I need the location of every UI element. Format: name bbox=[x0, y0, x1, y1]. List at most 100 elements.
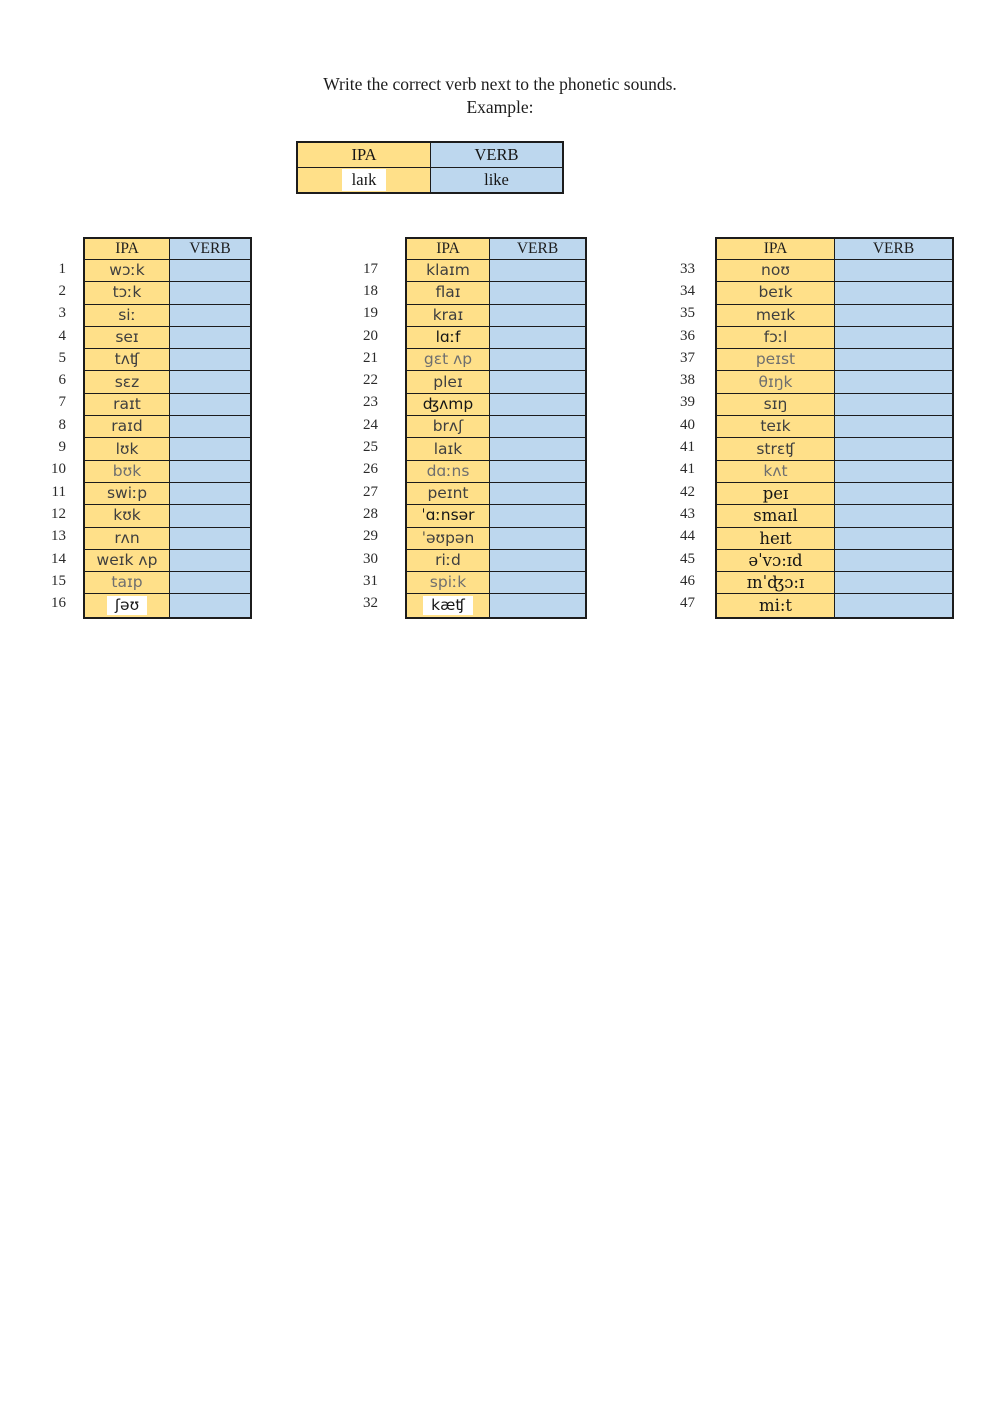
table-row: wɔːk bbox=[85, 260, 250, 283]
ipa-cell: strɛʧ bbox=[717, 438, 835, 461]
verb-cell[interactable] bbox=[490, 505, 585, 528]
ipa-text: riːd bbox=[435, 551, 461, 569]
row-number: 40 bbox=[680, 416, 695, 433]
table-row: raɪd bbox=[85, 416, 250, 439]
verb-cell[interactable] bbox=[170, 371, 250, 394]
verb-cell[interactable] bbox=[835, 304, 952, 327]
table-row: ˈɑːnsər bbox=[407, 505, 585, 528]
table-header-row: IPA VERB bbox=[717, 239, 952, 260]
verb-cell[interactable] bbox=[490, 527, 585, 550]
ipa-cell: kʊk bbox=[85, 505, 170, 528]
table-grid: IPA VERB wɔːk tɔːk siː seɪ tʌʧ bbox=[83, 237, 252, 619]
row-number: 28 bbox=[363, 505, 378, 522]
verb-cell[interactable] bbox=[490, 326, 585, 350]
example-verb-cell: like bbox=[431, 168, 562, 192]
verb-cell[interactable] bbox=[490, 304, 585, 327]
ipa-text: kæʧ bbox=[423, 596, 473, 616]
verb-cell[interactable] bbox=[170, 304, 250, 327]
verb-cell[interactable] bbox=[835, 349, 952, 372]
row-number-column: 33 34 35 36 37 38 39 40 41 41 42 43 44 4… bbox=[660, 237, 695, 619]
verb-cell[interactable] bbox=[170, 505, 250, 528]
ipa-text: sɛz bbox=[114, 372, 140, 391]
row-number: 9 bbox=[58, 439, 67, 456]
row-number: 24 bbox=[363, 416, 378, 433]
ipa-cell: ʤʌmp bbox=[407, 393, 490, 417]
verb-cell[interactable] bbox=[170, 572, 250, 595]
verb-cell[interactable] bbox=[490, 482, 585, 506]
verb-cell[interactable] bbox=[170, 393, 250, 417]
ipa-cell: siː bbox=[85, 304, 170, 327]
ipa-text: ʃəʊ bbox=[106, 596, 148, 616]
row-number-column: 17 18 19 20 21 22 23 24 25 26 27 28 29 3… bbox=[350, 237, 378, 619]
row-number: 34 bbox=[680, 282, 695, 299]
ipa-cell: gɛt ʌp bbox=[407, 349, 490, 372]
verb-cell[interactable] bbox=[835, 416, 952, 439]
ipa-text: dɑːns bbox=[426, 461, 470, 480]
verb-cell[interactable] bbox=[170, 282, 250, 305]
table-row: teɪk bbox=[717, 416, 952, 439]
table-row: raɪt bbox=[85, 393, 250, 417]
verb-cell[interactable] bbox=[170, 349, 250, 372]
row-number: 16 bbox=[51, 595, 66, 612]
verb-cell[interactable] bbox=[170, 416, 250, 439]
verb-column-header: VERB bbox=[170, 239, 250, 260]
verb-cell[interactable] bbox=[835, 393, 952, 417]
verb-cell[interactable] bbox=[490, 572, 585, 595]
ipa-cell: rʌn bbox=[85, 527, 170, 550]
verb-cell[interactable] bbox=[490, 371, 585, 394]
verb-cell[interactable] bbox=[835, 460, 952, 483]
row-number: 19 bbox=[363, 305, 378, 322]
example-data-row: laɪk like bbox=[298, 168, 562, 192]
verb-cell[interactable] bbox=[490, 260, 585, 283]
verb-cell[interactable] bbox=[490, 282, 585, 305]
ipa-text: peɪnt bbox=[427, 484, 469, 503]
verb-cell[interactable] bbox=[835, 438, 952, 461]
table-row: pleɪ bbox=[407, 371, 585, 394]
verb-cell[interactable] bbox=[170, 326, 250, 350]
verb-cell[interactable] bbox=[835, 594, 952, 617]
table-row: kraɪ bbox=[407, 304, 585, 327]
ipa-table-1: 1 2 3 4 5 6 7 8 9 10 11 12 13 14 15 16 I… bbox=[40, 237, 252, 619]
ipa-text: strɛʧ bbox=[756, 439, 795, 458]
verb-cell[interactable] bbox=[490, 594, 585, 617]
row-number: 7 bbox=[58, 394, 67, 411]
ipa-text: kraɪ bbox=[432, 305, 464, 324]
ipa-cell: peɪ bbox=[717, 482, 835, 506]
ipa-cell: ˈɑːnsər bbox=[407, 505, 490, 528]
verb-cell[interactable] bbox=[490, 393, 585, 417]
verb-cell[interactable] bbox=[490, 438, 585, 461]
verb-cell[interactable] bbox=[835, 482, 952, 506]
verb-cell[interactable] bbox=[170, 549, 250, 573]
verb-cell[interactable] bbox=[835, 572, 952, 595]
ipa-text: smaɪl bbox=[753, 506, 798, 526]
verb-cell[interactable] bbox=[170, 594, 250, 617]
ipa-cell: kʌt bbox=[717, 460, 835, 483]
table-row: spiːk bbox=[407, 572, 585, 595]
ipa-cell: tɔːk bbox=[85, 282, 170, 305]
verb-cell[interactable] bbox=[835, 549, 952, 573]
verb-cell[interactable] bbox=[170, 527, 250, 550]
verb-cell[interactable] bbox=[835, 282, 952, 305]
ipa-text: raɪt bbox=[113, 394, 141, 413]
verb-cell[interactable] bbox=[170, 438, 250, 461]
verb-cell[interactable] bbox=[835, 527, 952, 550]
verb-cell[interactable] bbox=[170, 260, 250, 283]
verb-cell[interactable] bbox=[835, 260, 952, 283]
verb-cell[interactable] bbox=[170, 482, 250, 506]
verb-cell[interactable] bbox=[490, 460, 585, 483]
ipa-text: peɪ bbox=[762, 484, 789, 504]
verb-cell[interactable] bbox=[835, 326, 952, 350]
table-row: kʊk bbox=[85, 505, 250, 528]
verb-cell[interactable] bbox=[490, 549, 585, 573]
verb-cell[interactable] bbox=[835, 371, 952, 394]
verb-cell[interactable] bbox=[170, 460, 250, 483]
row-number: 11 bbox=[51, 483, 66, 500]
ipa-cell: sɪŋ bbox=[717, 393, 835, 417]
verb-cell[interactable] bbox=[490, 349, 585, 372]
ipa-cell: swiːp bbox=[85, 482, 170, 506]
verb-cell[interactable] bbox=[490, 416, 585, 439]
verb-cell[interactable] bbox=[835, 505, 952, 528]
row-number-column: 1 2 3 4 5 6 7 8 9 10 11 12 13 14 15 16 bbox=[40, 237, 66, 619]
ipa-cell: wɔːk bbox=[85, 260, 170, 283]
ipa-text: fɔːl bbox=[763, 328, 788, 347]
